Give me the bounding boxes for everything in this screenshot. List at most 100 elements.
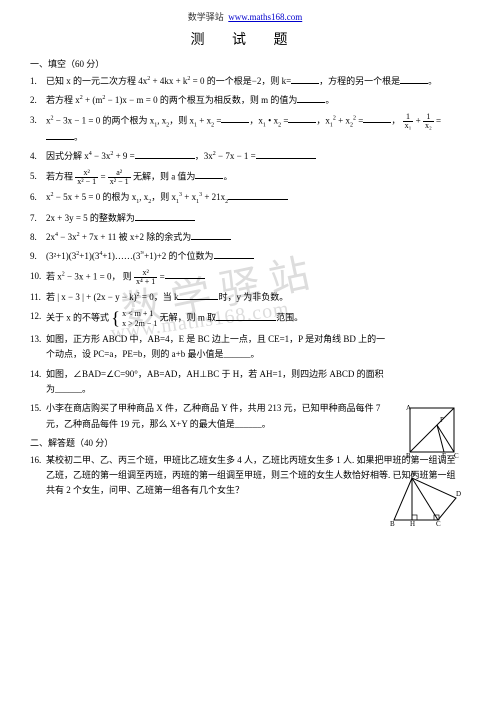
q-text: 关于 x 的不等式 xyxy=(46,313,109,323)
blank xyxy=(221,113,249,123)
q-text: ，x xyxy=(249,115,263,125)
q-text: ，方程的另一个根是 xyxy=(319,76,400,86)
q-text: 如图，正方形 ABCD 中，AB=4，E 是 BC 边上一点，且 CE=1，P … xyxy=(46,334,385,359)
blank xyxy=(214,249,254,259)
q-text: + 21x xyxy=(202,192,225,202)
system: x < m + 1 x > 2m − 1 xyxy=(122,309,157,328)
q-text: + 7x + 11 被 x+2 除的余式为 xyxy=(80,232,192,242)
blank xyxy=(216,311,276,321)
q-text: , x xyxy=(157,115,166,125)
q-text: +1)……(3 xyxy=(102,251,140,261)
question-6: 6. x2 − 5x + 5 = 0 的根为 x1, x2，则 x13 + x1… xyxy=(30,190,460,207)
q-text: 。 xyxy=(325,95,334,105)
q-num: 16. xyxy=(30,453,41,468)
blank xyxy=(135,211,195,221)
blank xyxy=(363,113,391,123)
q-text: 若 x xyxy=(46,271,62,281)
q-text: 无解，则 m 取 xyxy=(160,313,217,323)
frac-den: x² − 1 xyxy=(75,178,98,186)
q-text: + x xyxy=(336,115,350,125)
q-num: 9. xyxy=(30,249,37,264)
q-num: 5. xyxy=(30,169,37,184)
q-text: ，3x xyxy=(195,151,213,161)
sub: 1 xyxy=(330,122,333,128)
sys-line: x < m + 1 xyxy=(122,309,153,318)
fraction: a²x² − 1 xyxy=(108,169,131,186)
question-1: 1. 已知 x 的一元二次方程 4x2 + 4kx + k2 = 0 的一个根是… xyxy=(30,74,460,89)
question-10: 10. 若 x2 − 3x + 1 = 0， 则 x²x⁴ + 1 = xyxy=(30,269,460,286)
label-H: H xyxy=(410,520,415,528)
question-12: 12. 关于 x 的不等式 { x < m + 1 x > 2m − 1 无解，… xyxy=(30,309,460,328)
header: 数学驿站 www.maths168.com xyxy=(30,10,460,23)
q-text: = xyxy=(98,171,108,181)
brace-icon: { xyxy=(111,310,120,326)
blank xyxy=(191,230,231,240)
fraction: x²x² − 1 xyxy=(75,169,98,186)
page-content: 数学驿站 www.maths168.com 测 试 题 一、填空（60 分） 1… xyxy=(30,10,460,499)
q-text: 时，y 为非负数。 xyxy=(218,292,288,302)
question-15: 15. 小李在商店购买了甲种商品 X 件，乙种商品 Y 件，共用 213 元，已… xyxy=(30,401,460,432)
blank xyxy=(195,169,223,179)
q-num: 3. xyxy=(30,113,37,128)
q-num: 12. xyxy=(30,309,41,324)
question-5: 5. 若方程 x²x² − 1 = a²x² − 1 无解，则 a 值为。 xyxy=(30,169,460,186)
q-text: = xyxy=(157,271,164,281)
question-16: 16. 某校初二甲、乙、丙三个班，甲班比乙班女生多 4 人，乙班比丙班女生多 1… xyxy=(30,453,460,499)
q-text: 若方程 xyxy=(46,171,75,181)
sub: 1 xyxy=(176,199,179,205)
q-text: = xyxy=(356,115,363,125)
blank xyxy=(228,190,288,200)
frac-den: x₂ xyxy=(423,122,434,130)
q-text: − 1)x − m = 0 的两个根互为相反数，则 m 的值为 xyxy=(105,95,297,105)
q-text: = xyxy=(281,115,288,125)
label-C: C xyxy=(436,520,441,528)
q-text: ，x xyxy=(316,115,330,125)
frac-den: x² − 1 xyxy=(108,178,131,186)
q-text: − 3x − 1 = 0 的两个根为 x xyxy=(54,115,155,125)
q-text: − 3x xyxy=(58,232,77,242)
question-9: 9. (3²+1)(32+1)(34+1)……(3²ⁿ+1)+2 的个位数为 xyxy=(30,249,460,264)
q-text: 。 xyxy=(74,132,83,142)
blank xyxy=(165,269,205,279)
blank xyxy=(178,290,218,300)
question-8: 8. 2x4 − 3x2 + 7x + 11 被 x+2 除的余式为 xyxy=(30,230,460,245)
q-text: + xyxy=(413,115,423,125)
q-text: 无解，则 a 值为 xyxy=(131,171,196,181)
question-14: 14. 如图，∠BAD=∠C=90°，AB=AD，AH⊥BC 于 H，若 AH=… xyxy=(30,367,460,398)
q-num: 10. xyxy=(30,269,41,284)
blank xyxy=(135,149,195,159)
q-text: 若 | x − 3 | + (2x − y − k) xyxy=(46,292,137,302)
fraction: 1x₂ xyxy=(423,113,434,130)
q-text: + 4kx + k xyxy=(150,76,187,86)
blank xyxy=(288,113,316,123)
site-link[interactable]: www.maths168.com xyxy=(228,12,302,22)
page-title: 测 试 题 xyxy=(30,29,460,49)
sub: 1 xyxy=(196,199,199,205)
q-text: + (m xyxy=(83,95,103,105)
q-text: 某校初二甲、乙、丙三个班，甲班比乙班女生多 4 人，乙班比丙班女生多 1 人. … xyxy=(46,455,456,496)
q-text: 。 xyxy=(428,76,437,86)
q-text: = 0 的一个根是−2，则 k= xyxy=(190,76,291,86)
q-num: 1. xyxy=(30,74,37,89)
site-label: 数学驿站 xyxy=(188,12,224,22)
q-text: + x xyxy=(182,192,196,202)
q-text: +1)(3 xyxy=(79,251,99,261)
q-text: (3²+1)(3 xyxy=(46,251,76,261)
q-num: 2. xyxy=(30,93,37,108)
sub: 2 xyxy=(350,122,353,128)
blank xyxy=(46,130,74,140)
q-text: • x xyxy=(266,115,278,125)
sys-line: x > 2m − 1 xyxy=(122,319,157,328)
q-text: 若方程 x xyxy=(46,95,80,105)
q-num: 4. xyxy=(30,149,37,164)
q-text: 已知 x 的一元二次方程 4x xyxy=(46,76,147,86)
question-11: 11. 若 | x − 3 | + (2x − y − k)2 = 0，当 k时… xyxy=(30,290,460,305)
q-num: 11. xyxy=(30,290,41,305)
q-text: − 7x − 1 = xyxy=(216,151,256,161)
q-text: = 0，当 k xyxy=(140,292,179,302)
q-num: 7. xyxy=(30,211,37,226)
blank xyxy=(297,93,325,103)
blank xyxy=(400,74,428,84)
q-text: +1)+2 的个位数为 xyxy=(144,251,213,261)
frac-den: x₁ xyxy=(403,122,414,130)
